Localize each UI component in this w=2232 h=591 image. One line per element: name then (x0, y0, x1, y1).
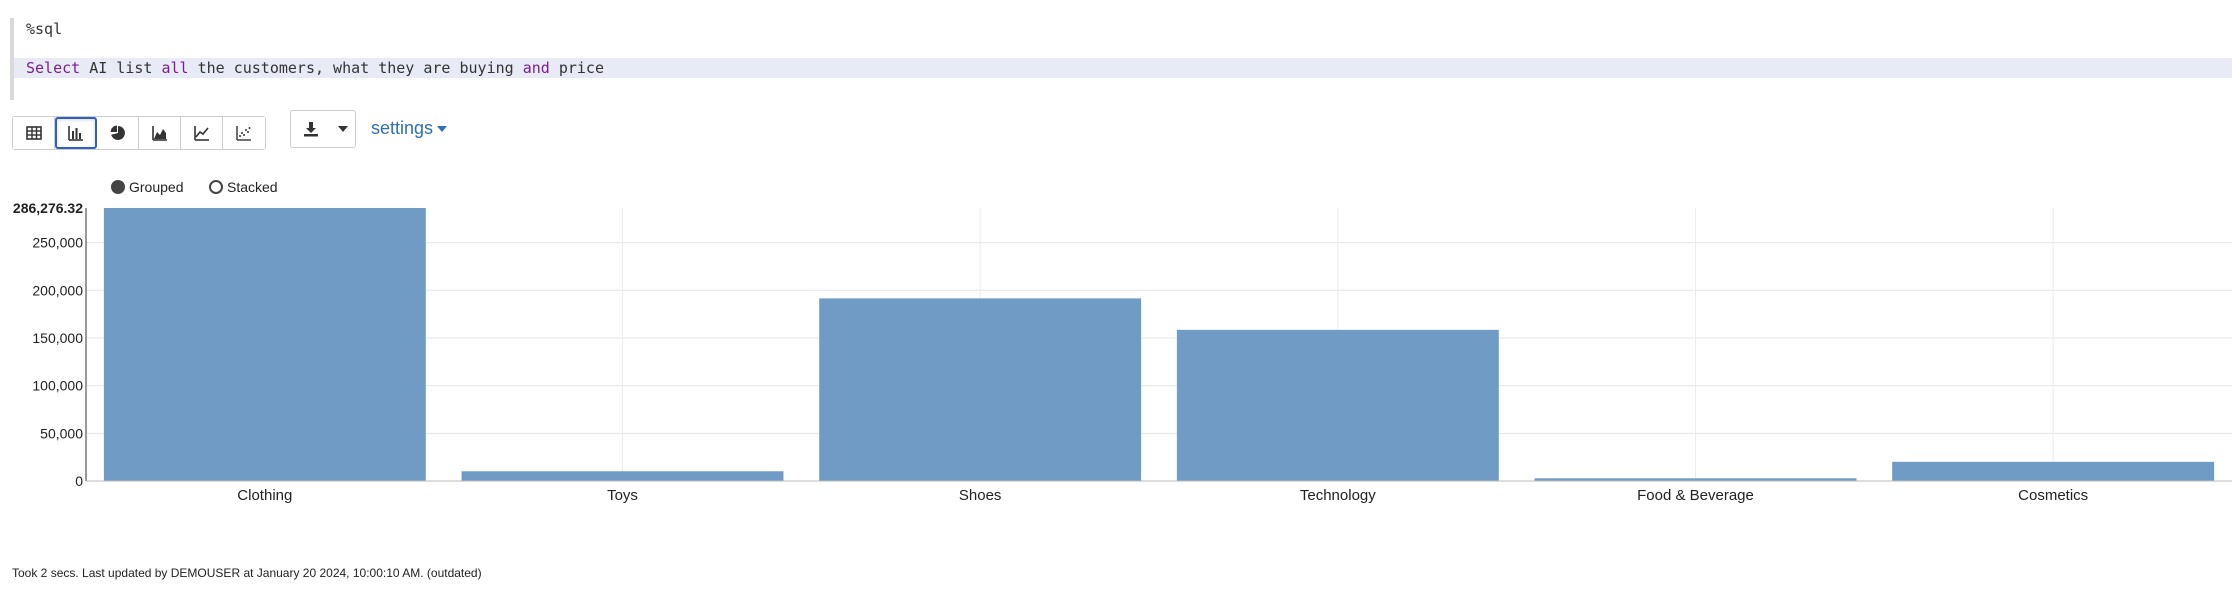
bar (1176, 329, 1499, 481)
sql-keyword: all (161, 59, 189, 77)
x-tick-label: Food & Beverage (1637, 487, 1754, 504)
line-chart-icon (193, 126, 209, 141)
settings-dropdown[interactable]: settings (371, 118, 448, 139)
chart-type-toolbar (12, 116, 266, 150)
pie-chart-view-button[interactable] (97, 117, 139, 149)
bar (103, 208, 426, 481)
bar-chart-icon (68, 126, 83, 141)
y-tick-label: 150,000 (32, 330, 83, 346)
y-tick-label: 100,000 (32, 378, 83, 394)
area-chart-view-button[interactable] (139, 117, 181, 149)
grouped-label: Grouped (129, 179, 184, 195)
radio-unchecked-icon (209, 180, 223, 194)
bar (819, 298, 1142, 481)
table-view-button[interactable] (13, 117, 55, 149)
sql-text: AI list (80, 59, 162, 77)
sql-keyword: and (522, 59, 550, 77)
bar (1892, 461, 2215, 481)
download-button-group (290, 110, 356, 148)
bar-chart-view-button[interactable] (55, 117, 97, 149)
download-icon (304, 122, 318, 137)
stacked-label: Stacked (227, 179, 278, 195)
sql-keyword: Select (26, 59, 81, 77)
bar (461, 471, 784, 481)
scatter-chart-icon (236, 126, 251, 141)
download-button[interactable] (291, 111, 331, 147)
y-tick-label: 250,000 (32, 235, 83, 251)
radio-checked-icon (111, 180, 125, 194)
run-status-text: Took 2 secs. Last updated by DEMOUSER at… (12, 566, 482, 580)
bar (1534, 478, 1857, 481)
settings-label: settings (371, 118, 434, 138)
stacked-radio[interactable]: Stacked (209, 179, 278, 195)
x-tick-label: Clothing (237, 487, 292, 504)
code-editor[interactable]: %sql Select AI list all the customers, w… (10, 18, 2232, 100)
caret-down-icon (437, 126, 448, 133)
y-tick-label: 50,000 (40, 425, 83, 441)
pie-chart-icon (110, 125, 125, 140)
x-tick-label: Shoes (959, 487, 1002, 504)
chevron-down-icon (338, 126, 348, 132)
x-tick-label: Toys (607, 487, 638, 504)
line-chart-view-button[interactable] (181, 117, 223, 149)
sql-text: the customers, what they are buying (188, 59, 523, 77)
sql-text: price (549, 59, 604, 77)
download-dropdown-toggle[interactable] (331, 111, 355, 147)
area-chart-icon (151, 126, 167, 141)
y-max-label: 286,276.32 (13, 200, 83, 216)
y-tick-label: 0 (75, 473, 83, 489)
x-tick-label: Cosmetics (2018, 487, 2088, 504)
bar-chart: 0 50,000 100,000 150,000 200,000 250,000 286,2… (13, 200, 2232, 504)
table-icon (25, 126, 42, 140)
y-tick-label: 200,000 (32, 282, 83, 298)
grouped-radio[interactable]: Grouped (111, 179, 183, 195)
x-tick-label: Technology (1300, 487, 1376, 504)
code-line-2: Select AI list all the customers, what t… (14, 58, 2232, 78)
scatter-chart-view-button[interactable] (223, 117, 265, 149)
code-line-1: %sql (26, 20, 63, 38)
